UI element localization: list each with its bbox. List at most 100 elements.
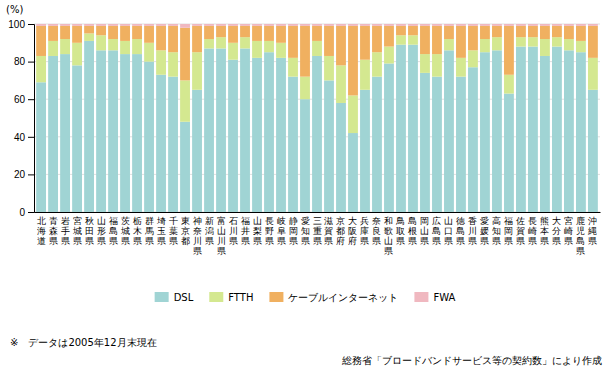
bar-segment xyxy=(96,26,106,35)
bar-segment xyxy=(228,43,238,60)
tick: 福島県 xyxy=(109,216,118,246)
tick-label: 福島県 xyxy=(109,216,118,246)
bar-segment xyxy=(444,39,454,50)
tick: 大阪府 xyxy=(348,216,357,246)
tick-label: 富山川県 xyxy=(217,216,226,256)
tick: 群馬県 xyxy=(144,216,154,246)
tick-label: 大分県 xyxy=(552,216,561,246)
bar-segment xyxy=(456,58,466,77)
bar-segment xyxy=(396,35,406,44)
bar-segment xyxy=(132,26,142,39)
tick-label: 福岡県 xyxy=(504,216,513,246)
bar-segment xyxy=(156,50,166,74)
bar-segment xyxy=(576,26,586,41)
axis-line xyxy=(28,25,35,213)
bar-segment xyxy=(72,24,82,26)
bar-segment xyxy=(348,133,358,212)
bar-segment xyxy=(228,24,238,26)
tick-label: 千葉県 xyxy=(169,216,178,246)
bar-segment xyxy=(468,24,478,26)
x-axis: 北海道青森県岩手県宮城県秋田県山形県福島県茨城県栃木県群馬県埼玉県千葉県東京都神… xyxy=(35,213,601,257)
tick-label: 北海道 xyxy=(37,216,46,246)
bar-segment xyxy=(276,24,286,26)
axis-title: (%) xyxy=(6,4,23,15)
bar-segment xyxy=(108,50,118,212)
tick-label: 20 xyxy=(14,169,26,180)
bar-segment xyxy=(336,103,346,212)
tick: 熊本県 xyxy=(540,216,549,246)
bar-segment xyxy=(492,24,502,26)
tick: 青森県 xyxy=(49,216,58,246)
tick: 長野県 xyxy=(265,216,274,246)
bar-segment xyxy=(288,26,298,58)
bar-segment xyxy=(120,41,130,54)
tick-label: 京都府 xyxy=(336,216,345,246)
bar-segment xyxy=(156,26,166,50)
bar-segment xyxy=(372,26,382,52)
bar-segment xyxy=(540,39,550,56)
tick-label: 滋賀県 xyxy=(324,216,333,246)
tick-label: 秋田県 xyxy=(85,216,94,246)
bar-segment xyxy=(348,26,358,96)
bar-segment xyxy=(588,58,598,90)
bar-segment xyxy=(384,26,394,47)
bar-segment xyxy=(576,52,586,212)
bar-segment xyxy=(408,26,418,35)
bar-segment xyxy=(60,24,70,26)
bar-segment xyxy=(276,26,286,43)
bar-segment xyxy=(492,50,502,212)
bar-segment xyxy=(396,24,406,26)
source: 総務省「ブロードバンドサービス等の契約数」により作成 xyxy=(341,355,602,366)
bar-segment xyxy=(240,24,250,26)
bar-segment xyxy=(300,77,310,100)
bar-segment xyxy=(216,24,226,26)
bar-segment xyxy=(180,28,190,81)
tick: 福岡県 xyxy=(504,216,513,246)
tick-label: 埼玉県 xyxy=(156,216,166,246)
bar-segment xyxy=(276,43,286,58)
bar-segment xyxy=(504,75,514,94)
tick-label: 岡山県 xyxy=(420,216,429,246)
bar-segment xyxy=(456,26,466,58)
series xyxy=(36,26,598,96)
bar-segment xyxy=(108,39,118,50)
tick: 20 xyxy=(14,169,34,180)
bar-segment xyxy=(204,26,214,39)
bar-segment xyxy=(528,37,538,46)
tick: 高知県 xyxy=(492,216,501,246)
bar-segment xyxy=(504,26,514,75)
tick: 大分県 xyxy=(552,216,561,246)
legend-swatch xyxy=(414,292,428,302)
bar-segment xyxy=(228,60,238,212)
bar-segment xyxy=(312,26,322,41)
legend-label: DSL xyxy=(174,292,194,303)
bar-segment xyxy=(312,56,322,212)
bar-segment xyxy=(372,77,382,212)
bar-segment xyxy=(288,24,298,26)
bar-segment xyxy=(204,48,214,212)
bar-segment xyxy=(168,52,178,76)
tick-label: 宮崎県 xyxy=(564,216,573,246)
bar-segment xyxy=(36,56,46,82)
bar-segment xyxy=(360,60,370,90)
bar-segment xyxy=(192,26,202,52)
bar-segment xyxy=(324,56,334,80)
legend-label: FTTH xyxy=(228,292,253,303)
bar-segment xyxy=(480,39,490,52)
tick: 長崎県 xyxy=(528,216,537,246)
bar-segment xyxy=(528,47,538,212)
bar-segment xyxy=(252,24,262,26)
bar-segment xyxy=(192,24,202,26)
tick: 静岡県 xyxy=(289,216,298,246)
legend-item: FTTH xyxy=(209,292,253,303)
bar-segment xyxy=(504,24,514,26)
tick-label: 大阪府 xyxy=(348,216,357,246)
tick: 100 xyxy=(8,19,34,30)
bar-segment xyxy=(216,48,226,212)
bar-segment xyxy=(108,26,118,39)
tick-label: 静岡県 xyxy=(289,216,298,246)
tick-label: 熊本県 xyxy=(540,216,549,246)
bar-segment xyxy=(468,67,478,212)
bar-segment xyxy=(264,26,274,41)
tick-label: 和歌山県 xyxy=(384,216,393,256)
